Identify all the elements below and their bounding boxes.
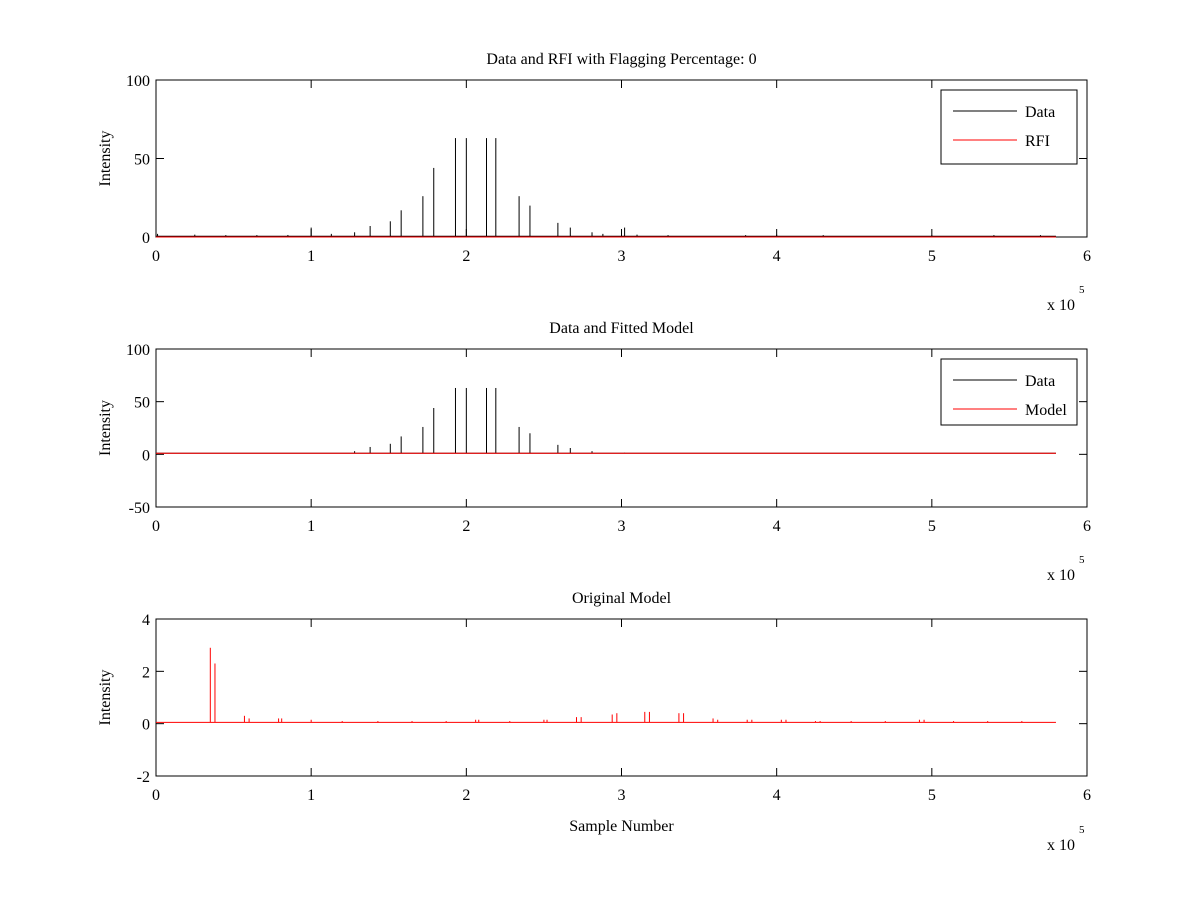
plot-area (155, 348, 1088, 508)
x-tick-label: 6 (1083, 787, 1091, 804)
x-tick-label: 4 (773, 248, 781, 265)
x-tick-label: 1 (307, 248, 315, 265)
y-tick-label: 100 (126, 73, 150, 90)
y-tick-label: 50 (134, 395, 150, 412)
legend-label: RFI (1025, 133, 1050, 150)
x-tick-label: 3 (618, 518, 626, 535)
series-model (156, 647, 1056, 723)
x-tick-label: 0 (152, 518, 160, 535)
x-tick-label: 3 (618, 787, 626, 804)
y-axis-label: Intensity (97, 670, 114, 726)
x-tick-label: 2 (462, 248, 470, 265)
legend-label: Data (1025, 104, 1055, 121)
x-exponent-label: x 10 (1047, 837, 1075, 854)
y-tick-label: 0 (142, 447, 150, 464)
y-tick-label: 0 (142, 230, 150, 247)
y-tick-label: 50 (134, 152, 150, 169)
legend-label: Data (1025, 373, 1055, 390)
x-tick-label: 5 (928, 248, 936, 265)
y-axis-label: Intensity (97, 400, 114, 456)
chart-title: Data and Fitted Model (549, 320, 694, 337)
y-tick-label: 100 (126, 342, 150, 359)
y-tick-label: 4 (142, 612, 150, 629)
y-tick-label: -50 (129, 500, 150, 517)
plot-area (155, 618, 1088, 777)
y-tick-label: 2 (142, 664, 150, 681)
chart-title: Original Model (572, 590, 672, 607)
legend-box (940, 358, 1078, 426)
x-exponent-label: x 10 (1047, 297, 1075, 314)
x-tick-label: 2 (462, 518, 470, 535)
legend-label: Model (1025, 402, 1067, 419)
series-data (156, 138, 1056, 237)
x-tick-label: 6 (1083, 518, 1091, 535)
x-tick-label: 2 (462, 787, 470, 804)
x-tick-label: 6 (1083, 248, 1091, 265)
x-tick-label: 1 (307, 518, 315, 535)
x-exponent-label: x 10 (1047, 567, 1075, 584)
x-axis-label: Sample Number (569, 818, 674, 835)
legend: Data RFI (940, 89, 1078, 165)
y-tick-label: 0 (142, 717, 150, 734)
x-exponent-power: 5 (1079, 284, 1085, 296)
x-tick-label: 5 (928, 518, 936, 535)
x-tick-label: 4 (773, 518, 781, 535)
x-tick-label: 3 (618, 248, 626, 265)
x-tick-label: 0 (152, 248, 160, 265)
x-tick-label: 0 (152, 787, 160, 804)
x-exponent-power: 5 (1079, 554, 1085, 566)
x-tick-label: 1 (307, 787, 315, 804)
x-tick-label: 4 (773, 787, 781, 804)
x-exponent-power: 5 (1079, 824, 1085, 836)
y-axis-label: Intensity (97, 131, 114, 187)
chart-title: Data and RFI with Flagging Percentage: 0 (486, 51, 756, 68)
plot-area (155, 79, 1088, 238)
legend-box (940, 89, 1078, 165)
legend: Data Model (940, 358, 1078, 426)
x-tick-label: 5 (928, 787, 936, 804)
subplot-1: 0 1 2 3 4 5 6 0 50 100 Data and RFI with Flagging … (97, 51, 1091, 314)
y-tick-label: -2 (137, 769, 150, 786)
